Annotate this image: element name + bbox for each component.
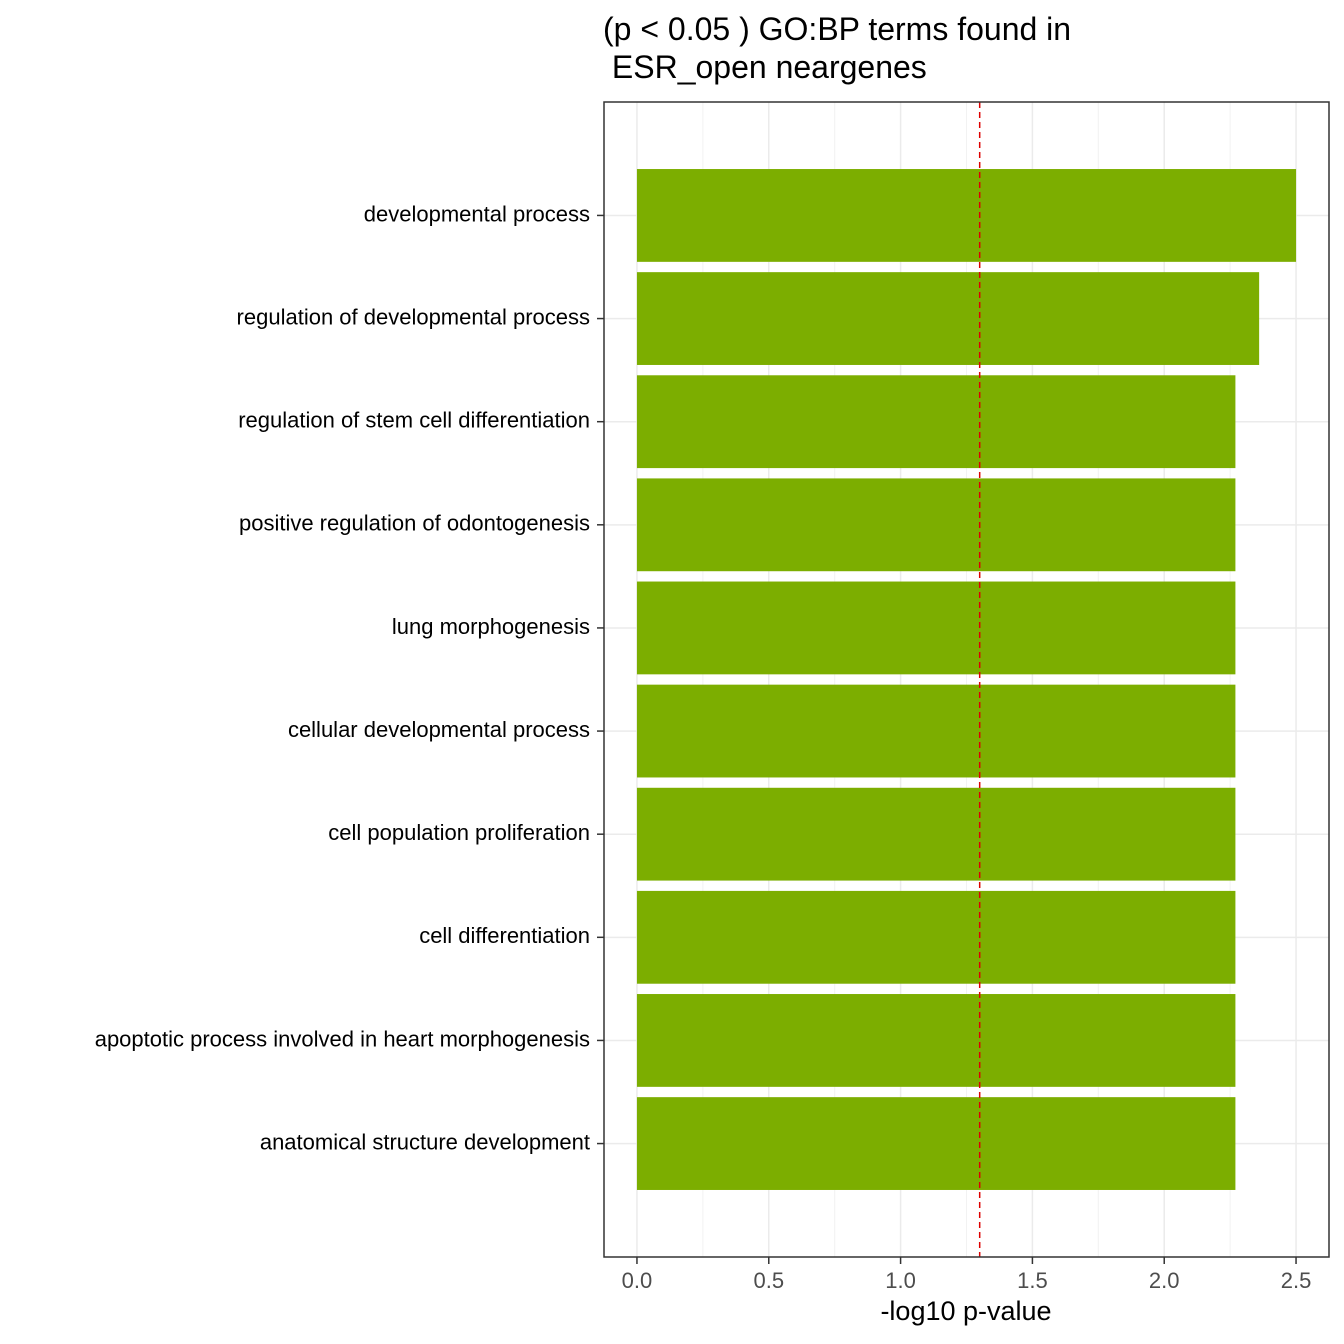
- bar: [636, 478, 1236, 572]
- x-tick-label: 0.5: [753, 1268, 784, 1293]
- x-tick-label: 1.0: [885, 1268, 916, 1293]
- panel-border: [603, 101, 1330, 1258]
- x-tick-label: 2.5: [1281, 1268, 1312, 1293]
- bar: [636, 994, 1236, 1087]
- x-tick-label: 0.0: [622, 1268, 653, 1293]
- bar: [636, 787, 1236, 881]
- y-tick-label: developmental process: [364, 201, 590, 226]
- bar: [636, 890, 1236, 984]
- x-axis-label: -log10 p-value: [880, 1296, 1051, 1326]
- y-tick-label: anatomical structure development: [260, 1129, 590, 1154]
- y-tick-label: regulation of developmental process: [237, 304, 590, 329]
- y-tick-label: apoptotic process involved in heart morp…: [95, 1026, 590, 1051]
- y-tick-label: positive regulation of odontogenesis: [239, 511, 590, 536]
- bar: [636, 581, 1236, 675]
- x-tick-label: 2.0: [1149, 1268, 1180, 1293]
- bar: [636, 169, 1297, 262]
- bar: [636, 1097, 1236, 1190]
- y-tick-label: lung morphogenesis: [392, 614, 590, 639]
- y-tick-label: regulation of stem cell differentiation: [238, 408, 590, 433]
- y-tick-label: cell differentiation: [419, 923, 590, 948]
- bar: [636, 375, 1236, 469]
- y-tick-label: cell population proliferation: [328, 820, 590, 845]
- y-tick-label: cellular developmental process: [288, 717, 590, 742]
- chart-title: (p < 0.05 ) GO:BP terms found in ESR_ope…: [603, 11, 1072, 85]
- x-tick-label: 1.5: [1017, 1268, 1048, 1293]
- bar: [636, 272, 1260, 365]
- bar: [636, 684, 1236, 778]
